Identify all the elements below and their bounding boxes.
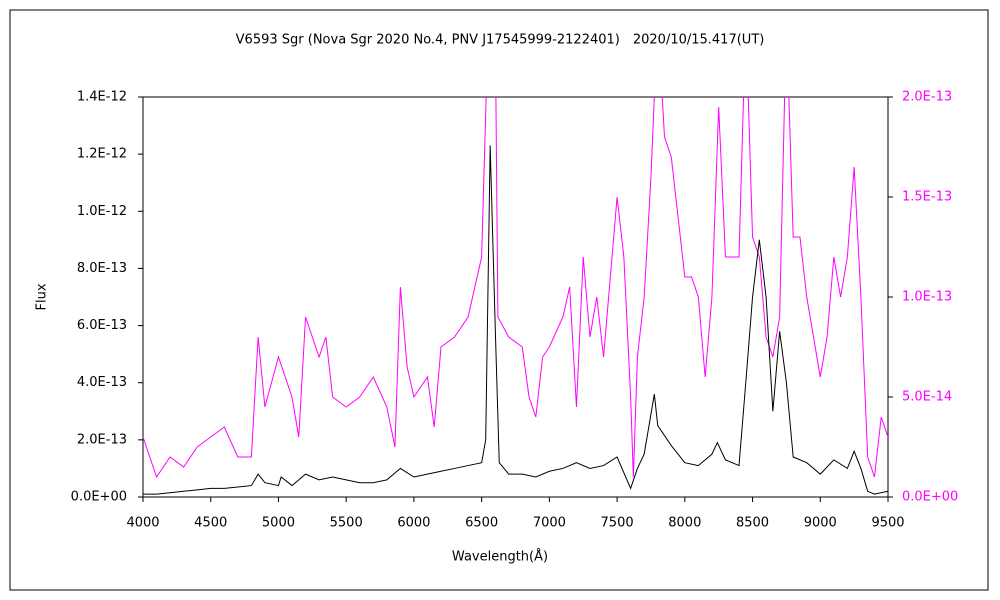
- x-tick-label: 5500: [330, 516, 363, 531]
- y2-tick-label: 2.0E-13: [902, 90, 952, 105]
- y2-tick-label: 1.5E-13: [902, 190, 952, 205]
- x-tick-label: 7000: [533, 516, 566, 531]
- y-tick-label: 2.0E-13: [77, 432, 127, 447]
- y-tick-label: 6.0E-13: [77, 318, 127, 333]
- x-tick-label: 4000: [126, 516, 159, 531]
- y-tick-label: 1.2E-12: [77, 147, 127, 162]
- y2-tick-label: 5.0E-14: [902, 390, 952, 405]
- x-tick-label: 9000: [804, 516, 837, 531]
- x-tick-label: 8000: [668, 516, 701, 531]
- x-tick-label: 6500: [465, 516, 498, 531]
- x-axis-label: Wavelength(Å): [452, 549, 548, 565]
- series-line: [143, 145, 888, 495]
- y-tick-label: 4.0E-13: [77, 375, 127, 390]
- y2-tick-label: 0.0E+00: [902, 490, 958, 505]
- y-tick-label: 0.0E+00: [71, 490, 127, 505]
- chart-frame: [9, 9, 989, 591]
- y-tick-label: 1.4E-12: [77, 90, 127, 105]
- x-tick-label: 8500: [736, 516, 769, 531]
- y2-tick-label: 1.0E-13: [902, 290, 952, 305]
- y-tick-label: 8.0E-13: [77, 261, 127, 276]
- y-tick-label: 1.0E-12: [77, 204, 127, 219]
- series-line: [143, 97, 888, 479]
- x-tick-label: 4500: [194, 516, 227, 531]
- x-tick-label: 9500: [871, 516, 904, 531]
- x-tick-label: 5000: [262, 516, 295, 531]
- x-tick-label: 7500: [601, 516, 634, 531]
- y-axis-label: Flux: [35, 283, 50, 310]
- x-tick-label: 6000: [397, 516, 430, 531]
- chart-title: V6593 Sgr (Nova Sgr 2020 No.4, PNV J1754…: [236, 33, 765, 48]
